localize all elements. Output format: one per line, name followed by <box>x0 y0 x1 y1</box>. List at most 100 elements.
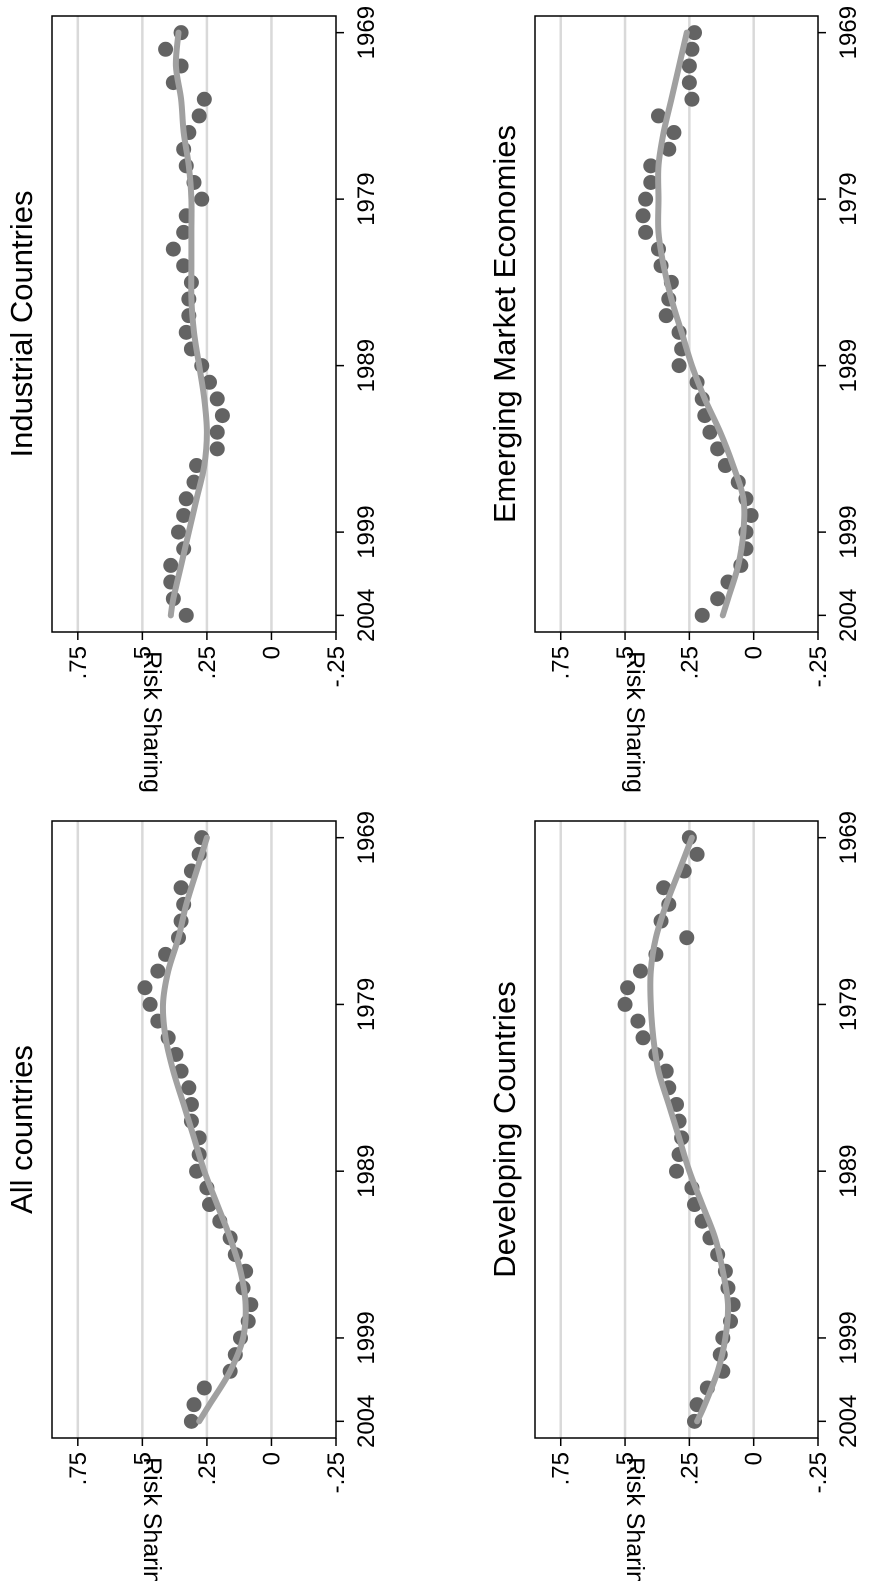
panel-0-value-tick-label-3: 0 <box>258 1452 285 1465</box>
panel-1-year-tick-label-1: 1979 <box>353 172 380 225</box>
panel-3-value-tick-label-3: 0 <box>741 646 768 659</box>
panel-1-value-tick-label-4: -.25 <box>323 646 350 687</box>
panel-1-point-25 <box>209 441 225 457</box>
panel-0-point-35 <box>183 1413 199 1429</box>
panel-0-point-9 <box>137 980 153 996</box>
panel-1-point-29 <box>176 507 192 523</box>
panel-0-value-tick-label-4: -.25 <box>323 1452 350 1493</box>
panel-2: .75 .5 .25 0 -.25 1969 1979 1989 1999 2004 Risk Sh… <box>487 811 862 1586</box>
panel-1-point-13 <box>165 241 181 257</box>
panel-3-title: Emerging Market Economies <box>487 125 522 523</box>
panel-0-fit-line <box>159 834 249 1425</box>
panel-3-year-tick-label-2: 1989 <box>835 339 862 392</box>
panel-1-point-12 <box>176 224 192 240</box>
panel-3-value-tick-label-2: .25 <box>676 646 703 679</box>
panel-2-year-tick-label-2: 1989 <box>835 1144 862 1197</box>
panel-1-year-tick-label-4: 2004 <box>353 589 380 642</box>
panel-0-value-tick-label-2: .25 <box>194 1452 221 1485</box>
panel-1-point-18 <box>178 324 194 340</box>
panel-2-value-tick-label-3: 0 <box>741 1452 768 1465</box>
panel-0-title: All countries <box>4 1045 39 1214</box>
panel-3-point-7 <box>661 141 677 157</box>
panel-2-point-6 <box>679 930 695 946</box>
panel-3-year-tick-label-1: 1979 <box>835 172 862 225</box>
panel-3-point-9 <box>643 174 659 190</box>
panel-1-value-tick-label-2: .25 <box>194 646 221 679</box>
panel-2-fit-line <box>647 834 732 1425</box>
panel-3-point-0 <box>687 25 703 41</box>
panel-3-point-6 <box>666 125 682 141</box>
panel-3-point-8 <box>643 158 659 174</box>
panel-0-value-tick-label-1: .5 <box>129 1452 156 1472</box>
panel-1-year-tick-label-2: 1989 <box>353 339 380 392</box>
panel-1-point-23 <box>214 408 230 424</box>
panel-3-year-tick-label-0: 1969 <box>835 6 862 59</box>
panel-1-point-21 <box>201 374 217 390</box>
panel-0-value-tick-label-0: .75 <box>65 1452 92 1485</box>
panel-1: .75 .5 .25 0 -.25 1969 1979 1989 1999 2004 Risk Sh… <box>4 6 380 793</box>
panel-1-point-5 <box>191 108 207 124</box>
panel-2-title: Developing Countries <box>487 981 522 1277</box>
panel-3-point-3 <box>681 75 697 91</box>
panel-3-fit-line <box>655 29 748 619</box>
panel-0-year-tick-label-2: 1989 <box>353 1144 380 1197</box>
panel-1-year-tick-label-0: 1969 <box>353 6 380 59</box>
panel-3-point-24 <box>702 424 718 440</box>
panel-2-point-20 <box>669 1163 684 1179</box>
panel-2-point-10 <box>617 996 633 1012</box>
panel-1-value-tick-label-1: .5 <box>129 646 156 666</box>
panel-2-year-tick-label-0: 1969 <box>835 811 862 864</box>
panel-3-point-29 <box>743 507 759 523</box>
panel-2-axis-title: Risk Sharing <box>621 1457 649 1581</box>
panel-1-point-14 <box>176 258 192 274</box>
panel-2-point-12 <box>635 1030 651 1046</box>
panel-3-point-34 <box>710 591 726 607</box>
panel-3-value-tick-label-1: .5 <box>612 646 639 666</box>
panel-1-point-4 <box>196 91 212 107</box>
panel-0: .75 .5 .25 0 -.25 1969 1979 1989 1999 2004 Risk Sh… <box>4 811 380 1586</box>
panel-0-axis-title: Risk Sharing <box>138 1457 166 1581</box>
panel-2-value-tick-label-4: -.25 <box>805 1452 832 1493</box>
panel-1-point-22 <box>209 391 225 407</box>
panel-0-point-15 <box>181 1080 197 1096</box>
panel-3-value-tick-label-4: -.25 <box>805 646 832 687</box>
panel-1-value-tick-label-3: 0 <box>258 646 285 659</box>
panel-0-point-8 <box>150 963 166 979</box>
panel-3-frame <box>534 15 819 633</box>
panel-1-point-26 <box>189 458 205 474</box>
panel-2-point-11 <box>630 1013 646 1029</box>
panel-0-year-tick-label-1: 1979 <box>353 978 380 1031</box>
panel-3-point-25 <box>710 441 726 457</box>
panel-1-point-35 <box>178 607 194 623</box>
panel-3: .75 .5 .25 0 -.25 1969 1979 1989 1999 2004 Risk Sh… <box>487 6 862 793</box>
panel-3-year-tick-label-4: 2004 <box>835 589 862 642</box>
panel-3-axis-title: Risk Sharing <box>621 651 649 793</box>
panel-0-point-10 <box>142 996 158 1012</box>
panel-1-point-1 <box>158 41 174 57</box>
panel-3-point-11 <box>635 208 651 224</box>
panel-2-value-tick-label-1: .5 <box>612 1452 639 1472</box>
panel-2-point-1 <box>689 846 705 862</box>
panel-0-point-3 <box>173 880 189 896</box>
panel-0-frame <box>51 820 337 1439</box>
panel-3-point-1 <box>684 41 700 57</box>
panel-3-point-17 <box>658 308 674 324</box>
panel-2-value-tick-label-2: .25 <box>676 1452 703 1485</box>
panel-2-point-8 <box>632 963 648 979</box>
panel-3-point-10 <box>638 191 654 207</box>
panel-0-year-tick-label-0: 1969 <box>353 811 380 864</box>
panel-2-point-9 <box>620 980 636 996</box>
panel-1-value-tick-label-0: .75 <box>65 646 92 679</box>
panel-2-year-tick-label-3: 1999 <box>835 1311 862 1364</box>
panel-3-point-4 <box>684 91 700 107</box>
panel-2-year-tick-label-4: 2004 <box>835 1395 862 1448</box>
panel-3-point-12 <box>638 224 654 240</box>
panel-3-point-20 <box>671 358 687 374</box>
panel-1-point-28 <box>178 491 194 507</box>
panel-1-point-10 <box>194 191 210 207</box>
panel-0-point-34 <box>186 1397 202 1413</box>
panel-0-point-33 <box>196 1380 212 1396</box>
panel-3-value-tick-label-0: .75 <box>548 646 575 679</box>
panel-1-point-30 <box>171 524 187 540</box>
